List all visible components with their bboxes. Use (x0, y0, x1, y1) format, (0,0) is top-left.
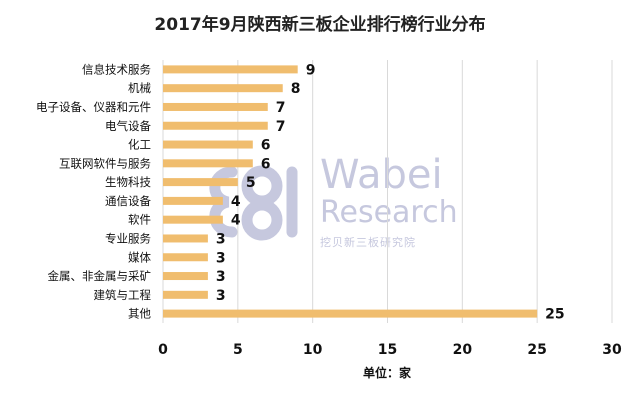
category-label: 机械 (128, 81, 151, 95)
chart-title: 2017年9月陕西新三板企业排行榜行业分布 (154, 14, 485, 35)
data-label: 3 (216, 231, 226, 247)
data-label: 8 (291, 81, 301, 97)
data-label: 4 (231, 213, 241, 229)
data-label: 25 (545, 307, 564, 323)
x-tick-label: 15 (378, 342, 397, 358)
watermark-caption: 挖贝新三板研究院 (320, 235, 416, 249)
data-label: 5 (246, 175, 256, 191)
x-tick-labels: 0 5 10 15 20 25 30 (158, 342, 622, 358)
x-tick-label: 0 (158, 342, 168, 358)
bar (163, 196, 223, 205)
x-tick-label: 20 (453, 342, 473, 358)
data-label: 6 (261, 138, 271, 154)
watermark-logo-icon (209, 165, 298, 241)
data-label: 3 (216, 288, 226, 304)
data-label: 6 (261, 156, 271, 172)
bar (163, 178, 238, 187)
bar (163, 121, 268, 130)
bar (163, 159, 253, 168)
category-label: 媒体 (128, 250, 151, 264)
bar (163, 290, 208, 299)
category-label: 其他 (128, 307, 151, 321)
bar (163, 102, 268, 111)
bar (163, 84, 283, 93)
watermark-brand: Wabei (320, 152, 443, 198)
bar (163, 272, 208, 281)
data-label: 7 (276, 119, 286, 135)
category-label: 通信设备 (105, 194, 151, 208)
category-labels: 信息技术服务机械电子设备、仪器和元件电气设备化工互联网软件与服务生物科技通信设备… (36, 62, 151, 320)
x-gridlines (162, 60, 613, 323)
x-tick-label: 10 (303, 342, 323, 358)
data-label: 3 (216, 250, 226, 266)
category-label: 软件 (128, 213, 151, 227)
category-label: 生物科技 (105, 175, 151, 189)
bar-series (163, 65, 538, 318)
category-label: 电子设备、仪器和元件 (36, 100, 151, 114)
category-label: 互联网软件与服务 (59, 156, 151, 170)
category-label: 化工 (128, 138, 151, 152)
bar (163, 253, 208, 262)
watermark-subtitle: Research (320, 195, 458, 230)
x-tick-label: 30 (602, 342, 622, 358)
category-label: 专业服务 (105, 231, 151, 245)
watermark: Wabei Research 挖贝新三板研究院 (209, 152, 458, 249)
bar (163, 65, 298, 74)
bar (163, 215, 223, 224)
category-label: 金属、非金属与采矿 (48, 269, 152, 283)
data-label: 4 (231, 194, 241, 210)
x-tick-label: 5 (233, 342, 243, 358)
bar (163, 234, 208, 243)
data-label: 9 (306, 62, 316, 78)
bar (163, 140, 253, 149)
x-axis-title: 单位：家 (363, 365, 412, 380)
x-tick-label: 25 (527, 342, 546, 358)
data-label: 7 (276, 100, 286, 116)
category-label: 电气设备 (105, 119, 151, 133)
category-label: 建筑与工程 (94, 288, 152, 302)
bar (163, 309, 538, 318)
data-label: 3 (216, 269, 226, 285)
category-label: 信息技术服务 (82, 62, 151, 76)
